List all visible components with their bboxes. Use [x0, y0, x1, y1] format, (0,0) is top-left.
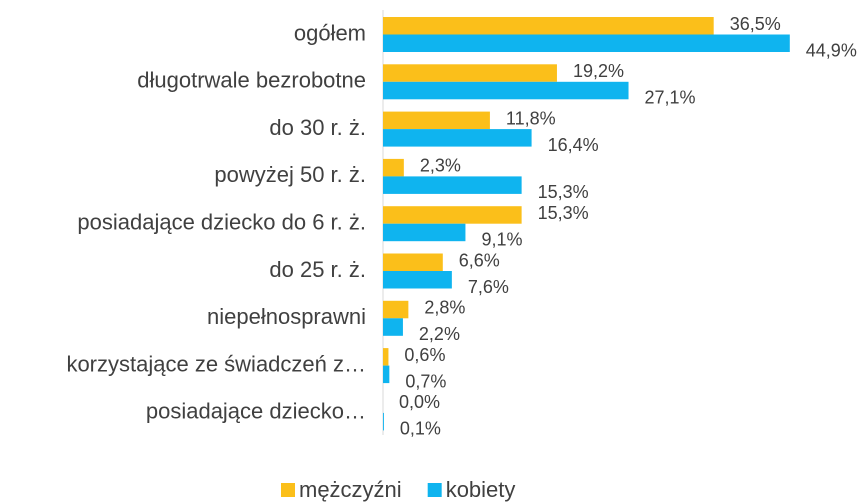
legend-label: mężczyźni: [299, 477, 402, 502]
value-label: 15,3%: [538, 182, 589, 202]
bar: [383, 412, 384, 431]
category-label: do 25 r. ż.: [269, 257, 366, 282]
category-label: niepełnosprawni: [207, 304, 366, 329]
bar: [383, 129, 532, 147]
value-label: 6,6%: [459, 250, 500, 270]
value-label: 36,5%: [730, 14, 781, 34]
bar: [383, 206, 522, 224]
bar: [383, 158, 404, 177]
value-label: 2,8%: [424, 298, 465, 318]
bar: [383, 300, 409, 319]
bar: [383, 176, 522, 194]
legend-swatch: [281, 483, 295, 497]
value-label: 2,3%: [420, 156, 461, 176]
value-label: 16,4%: [548, 135, 599, 155]
value-label: 44,9%: [806, 40, 857, 60]
bar: [383, 223, 466, 242]
value-label: 15,3%: [538, 203, 589, 223]
bar: [383, 271, 452, 289]
value-label: 0,6%: [404, 345, 445, 365]
bar: [383, 17, 714, 35]
bar: [383, 64, 557, 82]
value-label: 27,1%: [645, 88, 696, 108]
bar: [383, 81, 629, 100]
bar: [383, 318, 403, 336]
category-label: ogółem: [294, 20, 366, 45]
legend-label: kobiety: [446, 477, 516, 502]
category-label: powyżej 50 r. ż.: [214, 162, 366, 187]
value-label: 7,6%: [468, 277, 509, 297]
legend-swatch: [427, 483, 442, 497]
category-label: posiadające dziecko do 6 r. ż.: [77, 210, 366, 235]
category-label: do 30 r. ż.: [269, 115, 366, 140]
bar: [383, 34, 790, 52]
bar: [383, 111, 490, 130]
value-label: 0,1%: [400, 419, 441, 439]
value-label: 19,2%: [573, 61, 624, 81]
value-label: 0,0%: [399, 392, 440, 412]
value-label: 0,7%: [405, 371, 446, 391]
bar: [383, 365, 390, 384]
value-label: 11,8%: [506, 108, 556, 128]
value-label: 9,1%: [481, 229, 522, 249]
category-label: posiadające dziecko…: [146, 399, 366, 424]
value-label: 2,2%: [419, 324, 460, 344]
bar: [383, 253, 443, 271]
category-label: długotrwale bezrobotne: [137, 68, 366, 93]
category-label: korzystające ze świadczeń z…: [66, 351, 366, 376]
bar: [383, 348, 389, 366]
